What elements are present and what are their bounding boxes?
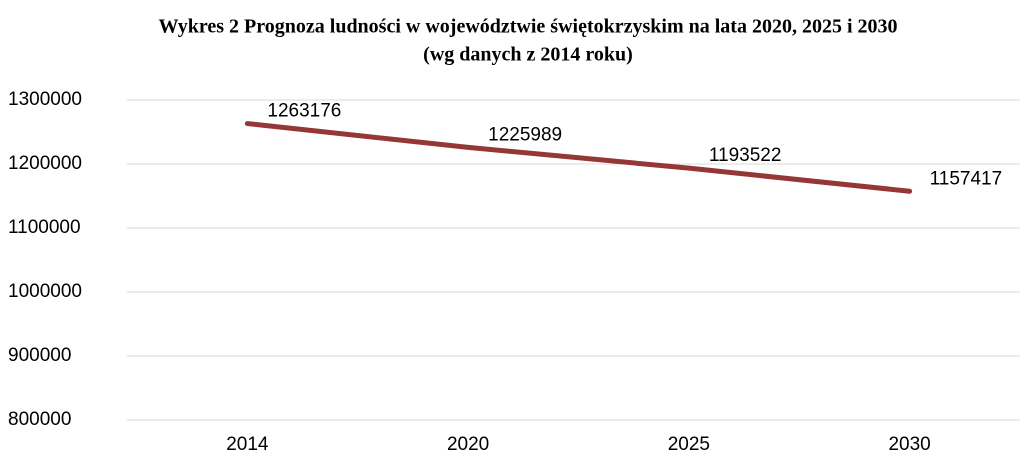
data-label: 1263176	[267, 101, 341, 122]
y-tick-label: 900000	[8, 345, 71, 366]
y-tick-label: 1100000	[8, 217, 81, 238]
x-tick-label: 2014	[226, 434, 269, 455]
data-label: 1193522	[709, 145, 782, 166]
y-tick-label: 1300000	[8, 89, 82, 110]
x-tick-label: 2030	[888, 434, 930, 455]
chart-title: Wykres 2 Prognoza ludności w województwi…	[158, 16, 897, 38]
y-tick-label: 1000000	[8, 281, 82, 302]
y-tick-label: 1200000	[8, 153, 82, 174]
x-tick-label: 2020	[447, 434, 489, 455]
chart-subtitle: (wg danych z 2014 roku)	[423, 44, 633, 66]
data-label: 1157417	[930, 168, 1003, 189]
data-label: 1225989	[488, 124, 562, 145]
y-tick-label: 800000	[8, 409, 71, 430]
x-tick-label: 2025	[668, 434, 710, 455]
line-series	[244, 121, 913, 194]
